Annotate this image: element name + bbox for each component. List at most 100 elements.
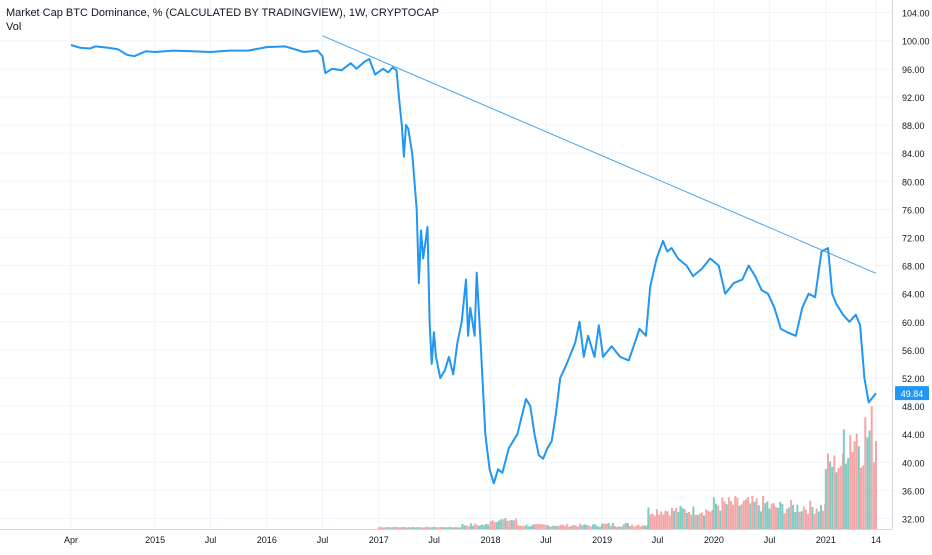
volume-bar bbox=[646, 525, 649, 529]
volume-bar bbox=[431, 527, 434, 529]
volume-bar bbox=[401, 526, 404, 529]
volume-bar bbox=[643, 525, 646, 529]
volume-bar bbox=[418, 527, 421, 529]
volume-bar bbox=[629, 526, 632, 529]
volume-bar bbox=[570, 525, 573, 529]
x-tick-label: Jul bbox=[540, 535, 552, 545]
volume-bar bbox=[525, 524, 528, 529]
volume-bar bbox=[631, 524, 634, 529]
x-tick-label: Jul bbox=[652, 535, 664, 545]
volume-bar bbox=[742, 500, 745, 529]
volume-bar bbox=[777, 507, 780, 529]
volume-bar bbox=[681, 508, 684, 529]
volume-bar bbox=[498, 520, 501, 529]
volume-bar bbox=[696, 514, 699, 529]
volume-bar bbox=[714, 503, 717, 529]
volume-bar bbox=[433, 526, 436, 529]
y-tick-label: 32.00 bbox=[902, 514, 925, 524]
volume-bar bbox=[829, 461, 832, 529]
volume-bar bbox=[849, 435, 852, 529]
volume-bar bbox=[711, 510, 714, 529]
volume-bar bbox=[660, 511, 663, 529]
volume-bar bbox=[379, 527, 382, 529]
volume-bar bbox=[472, 525, 475, 529]
y-tick-label: 88.00 bbox=[902, 121, 925, 131]
volume-bar bbox=[576, 526, 579, 529]
volume-bar bbox=[662, 514, 665, 529]
volume-bar bbox=[538, 524, 541, 529]
volume-bar bbox=[800, 511, 803, 529]
volume-bar bbox=[405, 527, 408, 529]
volume-bar bbox=[723, 501, 726, 529]
volume-bar bbox=[412, 527, 415, 529]
volume-bar bbox=[561, 524, 564, 529]
volume-bar bbox=[534, 524, 537, 529]
volume-bars bbox=[377, 406, 877, 529]
volume-bar bbox=[491, 520, 494, 529]
volume-bar bbox=[519, 525, 522, 529]
y-tick-label: 96.00 bbox=[902, 65, 925, 75]
volume-bar bbox=[668, 515, 671, 529]
volume-bar bbox=[658, 514, 661, 529]
volume-bar bbox=[579, 523, 582, 529]
volume-bar bbox=[670, 507, 673, 529]
y-tick-label: 92.00 bbox=[902, 93, 925, 103]
volume-bar bbox=[484, 523, 487, 529]
volume-bar bbox=[457, 527, 460, 529]
volume-bar bbox=[611, 523, 614, 529]
volume-bar bbox=[698, 513, 701, 529]
volume-bar bbox=[414, 527, 417, 529]
y-tick-label: 44.00 bbox=[902, 430, 925, 440]
volume-bar bbox=[721, 497, 724, 529]
y-tick-label: 84.00 bbox=[902, 149, 925, 159]
volume-bar bbox=[510, 520, 513, 529]
volume-bar bbox=[875, 440, 877, 529]
last-value-label: 49.84 bbox=[901, 389, 924, 399]
volume-bar bbox=[439, 527, 442, 529]
volume-bar bbox=[872, 462, 875, 529]
volume-bar bbox=[759, 511, 762, 529]
volume-bar bbox=[407, 527, 410, 529]
volume-bar bbox=[392, 526, 395, 529]
volume-bar bbox=[747, 497, 750, 529]
volume-bar bbox=[536, 523, 539, 529]
volume-bar bbox=[712, 497, 715, 529]
y-tick-label: 68.00 bbox=[902, 262, 925, 272]
volume-bar bbox=[515, 518, 518, 529]
volume-bar bbox=[607, 522, 610, 529]
volume-bar bbox=[639, 526, 642, 529]
volume-bar bbox=[603, 523, 606, 529]
volume-bar bbox=[734, 496, 737, 529]
volume-bar bbox=[815, 508, 818, 529]
y-tick-label: 60.00 bbox=[902, 318, 925, 328]
volume-bar bbox=[727, 497, 730, 529]
volume-bar bbox=[781, 503, 784, 529]
dominance-line bbox=[70, 44, 877, 485]
volume-bar bbox=[454, 527, 457, 529]
volume-bar bbox=[673, 510, 676, 529]
volume-bar bbox=[857, 446, 860, 529]
volume-bar bbox=[664, 510, 667, 529]
y-tick-label: 52.00 bbox=[902, 374, 925, 384]
volume-bar bbox=[736, 497, 739, 529]
volume-bar bbox=[459, 527, 462, 529]
volume-bar bbox=[853, 441, 856, 529]
volume-bar bbox=[427, 526, 430, 529]
volume-bar bbox=[862, 465, 865, 529]
volume-bar bbox=[762, 496, 765, 529]
volume-bar bbox=[707, 511, 710, 529]
volume-bar bbox=[864, 417, 867, 529]
y-tick-label: 56.00 bbox=[902, 346, 925, 356]
volume-bar bbox=[523, 526, 526, 529]
volume-bar bbox=[729, 501, 732, 529]
volume-bar bbox=[813, 513, 816, 529]
volume-bar bbox=[478, 525, 481, 529]
volume-bar bbox=[860, 467, 863, 529]
volume-bar bbox=[822, 510, 825, 529]
volume-bar bbox=[837, 468, 840, 529]
volume-bar bbox=[420, 527, 423, 529]
volume-bar bbox=[386, 527, 389, 529]
volume-bar bbox=[807, 513, 810, 529]
volume-bar bbox=[532, 524, 535, 529]
volume-bar bbox=[789, 500, 792, 529]
